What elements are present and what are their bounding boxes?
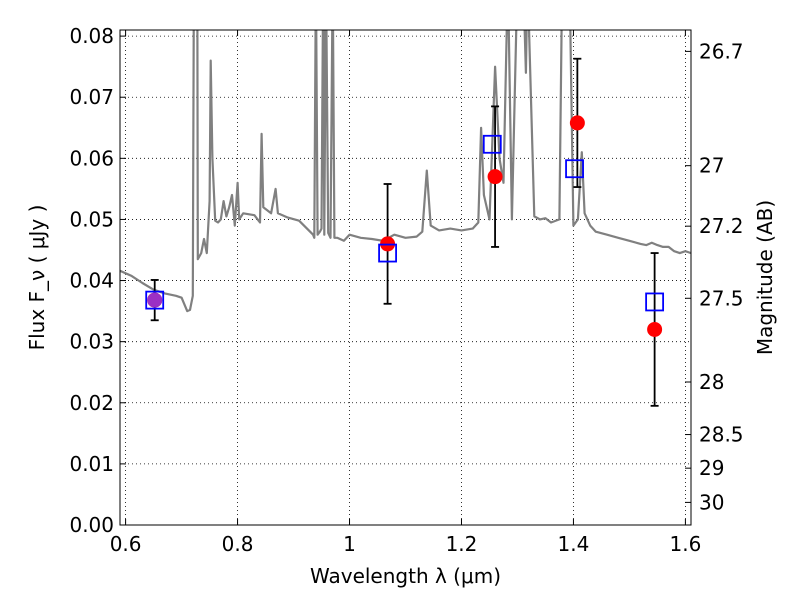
model-spectrum (120, 30, 691, 313)
synthetic-point (645, 292, 665, 312)
y-tick-label: 0.08 (69, 24, 114, 48)
error-bars (150, 57, 659, 407)
magnitude-tick-label: 28 (699, 370, 724, 394)
x-tick-label: 1.4 (558, 532, 590, 556)
x-tick-label: 0.6 (110, 532, 142, 556)
observed-point (487, 169, 503, 185)
y-ticks: 0.00 0.01 0.02 0.03 0.04 0.05 0.06 0.07 0.08 (69, 24, 126, 537)
x-ticks: 0.6 0.8 1 1.2 1.4 1.6 (110, 30, 701, 556)
observed-point (569, 115, 585, 131)
y-axis-label: Flux F_ν ( μJy ) (25, 205, 49, 351)
grid-lines (120, 30, 691, 526)
y-tick-label: 0.06 (69, 146, 114, 170)
synthetic-point (378, 243, 397, 263)
observed-points (147, 115, 663, 337)
x-tick-label: 1.2 (446, 532, 478, 556)
x-tick-label: 0.8 (222, 532, 254, 556)
y-tick-label: 0.01 (69, 452, 114, 476)
plot-frame (119, 29, 692, 526)
magnitude-tick-label: 27.2 (699, 214, 744, 238)
observed-point-overlap (147, 292, 163, 308)
synthetic-points (145, 134, 665, 312)
synthetic-point (145, 290, 165, 310)
magnitude-tick-label: 30 (699, 490, 724, 514)
synthetic-point (482, 134, 502, 154)
y-tick-label: 0.03 (69, 330, 114, 354)
y-tick-label: 0.07 (69, 85, 114, 109)
y-tick-label: 0.02 (69, 391, 114, 415)
x-axis-label: Wavelength λ (μm) (310, 564, 501, 588)
right-axis-label: Magnitude (AB) (753, 200, 777, 355)
y-tick-label: 0.04 (69, 269, 114, 293)
x-tick-label: 1.6 (669, 532, 701, 556)
model-spectrum-line (120, 30, 691, 313)
magnitude-tick-label: 27.5 (699, 286, 744, 310)
magnitude-tick-label: 28.5 (699, 423, 744, 447)
magnitude-ticks: 26.7 27 27.2 27.5 28 28.5 29 30 (685, 39, 744, 514)
y-tick-label: 0.00 (69, 513, 114, 537)
observed-point (647, 321, 663, 337)
magnitude-tick-label: 27 (699, 154, 724, 178)
magnitude-tick-label: 26.7 (699, 39, 744, 63)
magnitude-tick-label: 29 (699, 456, 724, 480)
y-tick-label: 0.05 (69, 207, 114, 231)
synthetic-point (565, 159, 584, 179)
x-tick-label: 1 (343, 532, 356, 556)
